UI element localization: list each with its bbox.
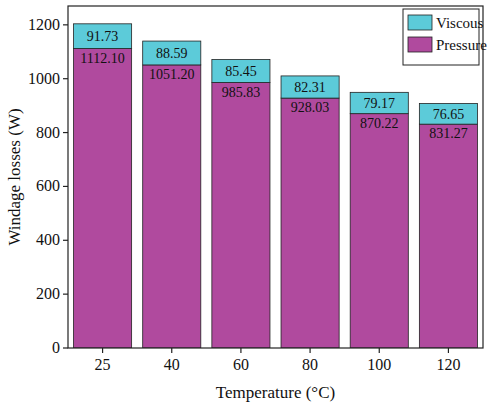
bar-segment <box>419 124 477 348</box>
data-label: 1051.20 <box>149 67 195 82</box>
bar-segment <box>419 104 477 125</box>
x-tick <box>448 348 449 353</box>
data-label: 88.59 <box>156 46 188 61</box>
data-label: 928.03 <box>291 100 330 115</box>
legend-swatch <box>408 37 432 52</box>
y-tick <box>63 294 68 295</box>
x-tick-label: 80 <box>302 356 318 373</box>
data-label: 985.83 <box>222 85 261 100</box>
bar-segment <box>281 76 339 98</box>
bar-segment <box>143 41 201 65</box>
x-tick <box>240 348 241 353</box>
y-tick-label: 1000 <box>28 70 60 87</box>
x-tick-label: 120 <box>436 356 460 373</box>
y-tick-label: 200 <box>36 285 60 302</box>
x-tick-label: 100 <box>367 356 391 373</box>
bar-segment <box>350 92 408 113</box>
legend-label: Viscous <box>436 15 484 31</box>
y-tick <box>63 347 68 348</box>
x-tick <box>309 348 310 353</box>
y-tick-label: 400 <box>36 231 60 248</box>
bar-segment <box>212 60 270 83</box>
y-tick <box>63 78 68 79</box>
x-axis-title: Temperature (°C) <box>216 383 335 402</box>
plot-frame <box>68 6 483 348</box>
y-tick-label: 0 <box>52 339 60 356</box>
y-tick <box>63 24 68 25</box>
chart: 1112.10 91.73 1051.20 88.59 985.83 85.45 928.0… <box>0 0 500 408</box>
y-tick <box>63 240 68 241</box>
data-label: 82.31 <box>294 80 326 95</box>
y-tick-label: 800 <box>36 124 60 141</box>
bar-segment <box>281 98 339 348</box>
data-label: 91.73 <box>87 29 119 44</box>
y-tick-label: 1200 <box>28 16 60 33</box>
x-tick <box>102 348 103 353</box>
data-label: 870.22 <box>360 116 399 131</box>
bar-segment <box>350 114 408 348</box>
legend-label: Pressure <box>436 37 487 53</box>
bar-segment <box>212 83 270 348</box>
data-label: 79.17 <box>364 96 396 111</box>
x-tick-label: 40 <box>164 356 180 373</box>
data-label: 1112.10 <box>80 51 124 66</box>
y-tick-label: 600 <box>36 177 60 194</box>
legend-swatch <box>408 15 432 30</box>
bar-segment <box>143 65 201 348</box>
data-label: 85.45 <box>225 64 257 79</box>
x-tick-label: 25 <box>95 356 111 373</box>
y-tick <box>63 186 68 187</box>
bars <box>74 24 478 348</box>
data-label: 76.65 <box>433 107 465 122</box>
bar-segment <box>74 24 132 49</box>
x-tick <box>379 348 380 353</box>
data-label: 831.27 <box>429 126 468 141</box>
y-tick <box>63 132 68 133</box>
legend: Viscous Pressure <box>403 9 487 65</box>
y-axis-title: Windage losses (W) <box>5 108 24 245</box>
x-tick <box>171 348 172 353</box>
bar-segment <box>74 49 132 348</box>
x-tick-label: 60 <box>233 356 249 373</box>
